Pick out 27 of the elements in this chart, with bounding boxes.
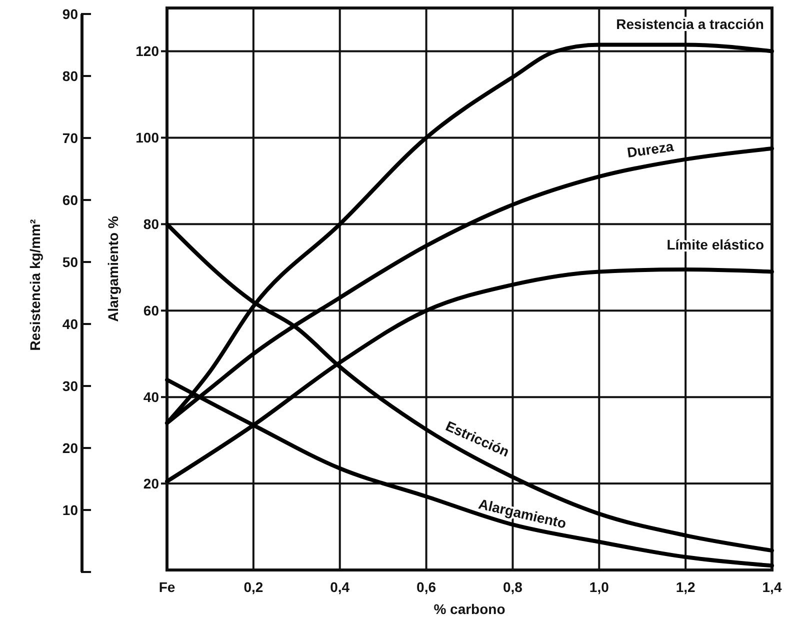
y-tick-label: 80 <box>143 216 160 232</box>
y2-tick-label: 10 <box>62 502 78 518</box>
y-tick-label: 60 <box>143 302 160 319</box>
y2-tick-label: 50 <box>62 254 78 270</box>
x-tick-label: 1,4 <box>762 579 782 595</box>
x-tick-label: 0,8 <box>502 579 523 595</box>
y2-tick-label: 40 <box>62 316 78 332</box>
y2-tick-label: 20 <box>62 440 78 456</box>
y2-tick-label: 60 <box>62 192 78 208</box>
y2-tick-label: 80 <box>62 68 78 84</box>
x-tick-label: 0,2 <box>244 579 264 595</box>
text: Dureza <box>626 138 675 160</box>
y-tick-label: 120 <box>136 43 160 60</box>
x-tick-label: 0,4 <box>330 579 350 595</box>
x-axis-title: % carbono <box>434 601 506 617</box>
y-axis-title: Alargamiento % <box>105 216 121 322</box>
y2-axis-title: Resistencia kg/mm² <box>27 218 43 351</box>
y2-tick-label: 90 <box>62 6 78 22</box>
x-tick-label: 1,0 <box>589 579 610 595</box>
y-tick-label: 40 <box>143 388 160 405</box>
y2-tick-label: 30 <box>62 378 78 394</box>
y-tick-label: 100 <box>136 130 160 146</box>
x-tick-label: 0,6 <box>416 579 436 595</box>
y-tick-label: 20 <box>143 475 160 492</box>
x-tick-label: 1,2 <box>676 579 696 595</box>
y2-tick-label: 70 <box>62 130 78 146</box>
x-tick-label: Fe <box>158 579 176 595</box>
